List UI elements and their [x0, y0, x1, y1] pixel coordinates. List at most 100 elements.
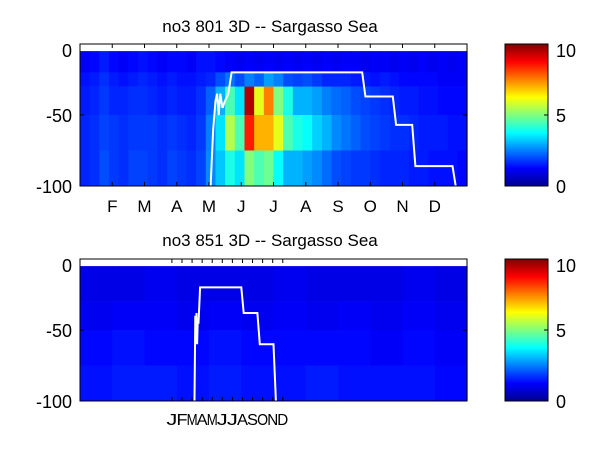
heat-cell	[147, 115, 158, 151]
xtick-label: J	[166, 412, 177, 429]
heat-cell	[408, 72, 420, 87]
heat-cell	[241, 266, 275, 302]
heat-cell	[80, 365, 113, 402]
heat-cell	[118, 86, 129, 116]
heat-cell	[341, 115, 352, 151]
heat-cell	[234, 86, 246, 116]
heat-cell	[447, 86, 458, 116]
heat-cell	[379, 51, 391, 73]
heat-cell	[112, 266, 146, 302]
xtick-label: J	[237, 197, 246, 216]
heat-cell	[447, 72, 458, 87]
heat-cell	[302, 51, 313, 73]
heat-cell	[350, 86, 362, 116]
xtick-label: M	[207, 412, 218, 429]
chart-bottom-profile-line	[193, 286, 277, 402]
heat-cell	[186, 51, 197, 73]
heat-cell	[370, 150, 381, 187]
heat-cell	[447, 51, 458, 73]
heat-cell	[89, 115, 100, 151]
heat-cell	[418, 86, 429, 116]
heat-cell	[273, 301, 307, 331]
heat-cell	[80, 330, 113, 366]
heat-cell	[389, 86, 400, 116]
heat-cell	[428, 51, 439, 73]
heat-cell	[186, 150, 197, 187]
chart-bottom-ytick-100: -100	[36, 392, 72, 412]
heat-cell	[273, 266, 307, 302]
heat-cell	[292, 150, 304, 187]
chart-top-ytick-50: -50	[46, 106, 72, 126]
heat-cell	[138, 150, 149, 187]
xtick-label: A	[171, 197, 183, 216]
heat-cell	[215, 51, 226, 73]
heat-cell	[209, 266, 242, 302]
heat-cell	[312, 86, 323, 116]
heat-cell	[321, 51, 333, 73]
heat-cell	[273, 51, 284, 73]
xtick-label: A	[300, 197, 312, 216]
heat-cell	[273, 72, 284, 87]
heat-cell	[447, 115, 458, 151]
heat-cell	[138, 86, 149, 116]
heat-cell	[305, 365, 339, 402]
xtick-label: O	[364, 197, 377, 216]
heat-cell	[128, 72, 139, 87]
heat-cell	[437, 51, 449, 73]
heat-cell	[225, 115, 236, 151]
heat-cell	[215, 72, 226, 87]
heat-cell	[138, 72, 149, 87]
heat-cell	[118, 150, 129, 187]
heat-cell	[244, 86, 255, 116]
heat-cell	[370, 266, 404, 302]
heat-cell	[312, 150, 323, 187]
heat-cell	[437, 115, 449, 151]
xtick-label: D	[277, 412, 288, 429]
heat-cell	[186, 115, 197, 151]
heat-cell	[418, 72, 429, 87]
heat-cell	[338, 330, 371, 366]
heat-cell	[80, 301, 113, 331]
chart-top-colorbar-label-0: 0	[556, 177, 566, 197]
heat-cell	[215, 150, 226, 187]
heat-cell	[225, 86, 236, 116]
heat-cell	[176, 330, 210, 366]
heat-cell	[244, 51, 255, 73]
heat-cell	[80, 266, 113, 302]
heat-cell	[305, 266, 339, 302]
heat-cell	[360, 86, 371, 116]
heat-cell	[128, 86, 139, 116]
heat-cell	[399, 115, 410, 151]
heat-cell	[176, 72, 188, 87]
heat-cell	[360, 72, 371, 87]
heat-cell	[360, 115, 371, 151]
heat-cell	[176, 51, 188, 73]
heat-cell	[321, 150, 333, 187]
chart-bottom-ytick-marks	[80, 258, 467, 402]
xtick-label: O	[257, 412, 268, 429]
chart-bottom-xtick-labels: J FM AM J J AS O N D	[166, 412, 288, 429]
heat-cell	[128, 51, 139, 73]
heat-cell	[283, 115, 294, 151]
heat-cell	[428, 150, 439, 187]
heat-cell	[196, 86, 207, 116]
chart-bottom-heatmap	[80, 266, 468, 402]
heat-cell	[379, 86, 391, 116]
heat-cell	[109, 72, 120, 87]
heat-cell	[408, 86, 420, 116]
heat-cell	[434, 330, 468, 366]
heat-cell	[99, 150, 110, 187]
heat-cell	[225, 51, 236, 73]
heat-cell	[244, 72, 255, 87]
chart-top: no3 801 3D -- Sargasso Sea 0 -50 -100 F M…	[36, 17, 576, 216]
heat-cell	[80, 115, 91, 151]
chart-top-xtick-marks	[111, 44, 436, 186]
heat-cell	[292, 72, 304, 87]
heat-cell	[302, 72, 313, 87]
heat-cell	[176, 266, 210, 302]
heat-cell	[350, 150, 362, 187]
heat-cell	[338, 365, 371, 402]
heat-cell	[89, 51, 100, 73]
heat-cell	[167, 86, 178, 116]
heat-cell	[305, 330, 339, 366]
